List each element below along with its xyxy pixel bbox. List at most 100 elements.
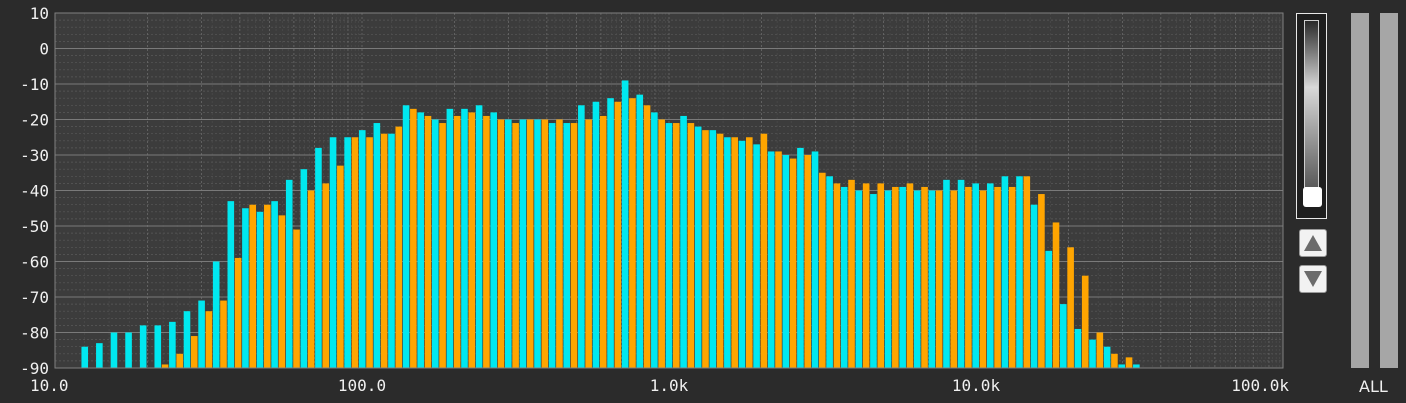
spectrum-bar: [782, 155, 790, 368]
x-tick-label: 1.0k: [650, 376, 689, 395]
spectrum-bar: [870, 194, 877, 368]
spectrum-bar: [658, 119, 665, 368]
spectrum-bar: [154, 325, 162, 368]
y-tick-label: -90: [20, 359, 49, 378]
spectrum-bar: [928, 190, 936, 368]
spectrum-bar: [972, 183, 979, 368]
spectrum-bar: [629, 98, 636, 368]
spectrum-bar: [921, 186, 928, 368]
spectrum-bar: [709, 130, 717, 368]
spectrum-bar: [1096, 332, 1104, 368]
y-tick-label: 10: [30, 4, 49, 23]
spectrum-bar: [986, 183, 994, 368]
spectrum-bar: [220, 300, 227, 368]
x-tick-label: 100.0: [338, 376, 386, 395]
spectrum-bar: [249, 204, 257, 368]
spectrum-bar: [1074, 328, 1082, 368]
spectrum-bar: [1118, 364, 1126, 368]
spectrum-bar: [380, 133, 388, 368]
zoom-slider-track[interactable]: [1304, 20, 1319, 188]
spectrum-bar: [125, 332, 132, 368]
spectrum-bar: [563, 123, 571, 368]
spectrum-bar: [96, 343, 103, 368]
spectrum-bar: [899, 186, 906, 368]
spectrum-bar: [957, 179, 965, 368]
spectrum-bar: [227, 201, 235, 368]
y-tick-label: -60: [20, 253, 49, 272]
scroll-up-button[interactable]: [1299, 229, 1327, 257]
spectrum-bar: [694, 126, 702, 368]
y-tick-label: -40: [20, 182, 49, 201]
spectrum-bar: [1052, 222, 1060, 368]
spectrum-bar: [556, 119, 563, 368]
zoom-slider[interactable]: [1296, 13, 1327, 219]
spectrum-bar: [337, 165, 344, 368]
spectrum-bar: [512, 123, 519, 368]
spectrum-bar: [461, 108, 468, 368]
spectrum-bar: [526, 119, 534, 368]
spectrum-bar: [388, 133, 395, 368]
spectrum-bar: [994, 186, 1001, 368]
spectrum-bar: [329, 137, 337, 368]
scroll-down-button[interactable]: [1299, 265, 1327, 293]
spectrum-bar: [1125, 357, 1133, 368]
y-tick-label: -70: [20, 288, 49, 307]
x-tick-label: 100.0k: [1231, 376, 1289, 395]
spectrum-bar: [410, 108, 417, 368]
spectrum-bar: [1030, 204, 1038, 368]
spectrum-bar: [585, 119, 592, 368]
spectrum-bar: [1016, 176, 1023, 368]
channel-label: ALL: [1359, 377, 1388, 396]
spectrum-bar: [453, 115, 461, 368]
spectrum-bar: [271, 201, 278, 368]
spectrum-bar: [278, 215, 286, 368]
spectrum-bar: [293, 229, 300, 368]
spectrum-bar: [665, 123, 673, 368]
spectrum-bar: [862, 183, 870, 368]
spectrum-bar: [548, 123, 556, 368]
spectrum-bar: [534, 119, 541, 368]
spectrum-bar: [315, 147, 322, 368]
spectrum-bar: [264, 204, 271, 368]
spectrum-bar: [424, 115, 432, 368]
spectrum-bar: [483, 115, 490, 368]
spectrum-bar: [242, 208, 249, 368]
spectrum-bar: [592, 101, 600, 368]
spectrum-bar: [731, 137, 738, 368]
y-tick-label: -20: [20, 111, 49, 130]
spectrum-bar: [702, 130, 709, 368]
spectrum-bar: [358, 130, 366, 368]
spectrum-bar: [621, 80, 629, 368]
spectrum-bar: [738, 140, 746, 368]
spectrum-bar: [607, 98, 614, 368]
spectrum-bar: [753, 144, 760, 368]
spectrum-bar: [913, 190, 921, 368]
spectrum-bar: [198, 300, 205, 368]
spectrum-bar: [811, 151, 819, 368]
y-tick-label: -30: [20, 146, 49, 165]
spectrum-bar: [505, 119, 512, 368]
spectrum-bar: [826, 176, 833, 368]
y-tick-label: -80: [20, 324, 49, 343]
spectrum-bar: [373, 123, 381, 368]
spectrum-bar: [490, 112, 498, 369]
spectrum-bar: [468, 112, 476, 369]
spectrum-bar: [300, 169, 308, 368]
spectrum-bar: [877, 183, 885, 368]
spectrum-bar: [833, 183, 841, 368]
spectrum-bar: [307, 190, 315, 368]
y-tick-label: -10: [20, 75, 49, 94]
x-tick-label: 10.0k: [952, 376, 1001, 395]
spectrum-bar: [965, 186, 972, 368]
spectrum-bar: [636, 94, 644, 369]
spectrum-bar: [1081, 275, 1089, 368]
spectrum-bar: [906, 183, 914, 368]
spectrum-bar: [1038, 194, 1045, 368]
zoom-slider-handle[interactable]: [1303, 187, 1322, 207]
spectrum-bar: [1111, 353, 1118, 368]
spectrum-bar: [797, 147, 804, 368]
spectrum-bar: [767, 151, 775, 368]
spectrum-bar: [570, 123, 578, 368]
spectrum-bar: [1001, 176, 1009, 368]
